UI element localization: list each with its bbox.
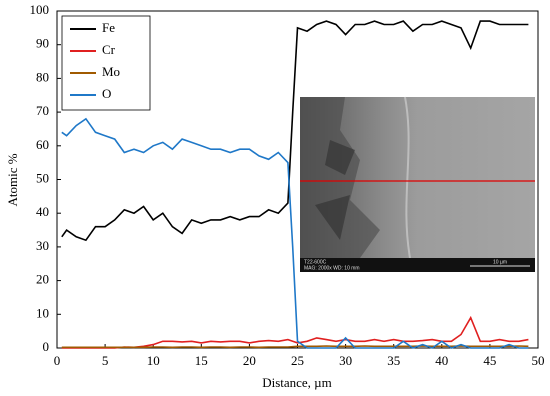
y-tick-label: 100	[30, 2, 50, 17]
series-line	[61, 20, 529, 242]
y-tick-label: 0	[43, 339, 50, 354]
y-tick-label: 10	[36, 305, 49, 320]
x-tick-label: 0	[54, 353, 61, 368]
y-tick-label: 90	[36, 36, 49, 51]
inset-scale: 10 µm	[493, 259, 507, 265]
y-tick-label: 60	[36, 137, 49, 152]
x-tick-label: 15	[195, 353, 208, 368]
x-tick-label: 40	[435, 353, 448, 368]
sem-info-bar	[300, 258, 535, 272]
x-tick-label: 25	[291, 353, 304, 368]
sem-texture	[404, 96, 411, 259]
sem-inset: T22-600C MAG: 2000x WD: 10 mm 10 µm	[300, 96, 535, 272]
series-line	[61, 117, 529, 349]
legend-label: Mo	[102, 64, 120, 79]
sem-texture	[300, 97, 380, 258]
x-tick-label: 35	[387, 353, 400, 368]
x-tick-label: 10	[147, 353, 160, 368]
y-tick-label: 70	[36, 103, 49, 118]
x-tick-label: 45	[483, 353, 496, 368]
series-line	[61, 315, 529, 349]
y-tick-label: 40	[36, 204, 49, 219]
x-tick-label: 5	[102, 353, 109, 368]
legend-label: Cr	[102, 42, 116, 57]
y-tick-label: 50	[36, 170, 49, 185]
y-tick-label: 20	[36, 272, 49, 287]
x-axis-title: Distance, µm	[262, 375, 332, 390]
x-tick-label: 20	[243, 353, 256, 368]
legend-label: O	[102, 86, 111, 101]
y-tick-label: 30	[36, 238, 49, 253]
y-axis-title: Atomic %	[5, 153, 20, 206]
sem-texture	[315, 140, 355, 240]
y-tick-label: 80	[36, 69, 49, 84]
x-tick-label: 30	[339, 353, 352, 368]
inset-sample: T22-600C	[304, 259, 327, 265]
x-tick-label: 50	[532, 353, 545, 368]
inset-info: MAG: 2000x WD: 10 mm	[304, 265, 360, 271]
legend-label: Fe	[102, 20, 115, 35]
